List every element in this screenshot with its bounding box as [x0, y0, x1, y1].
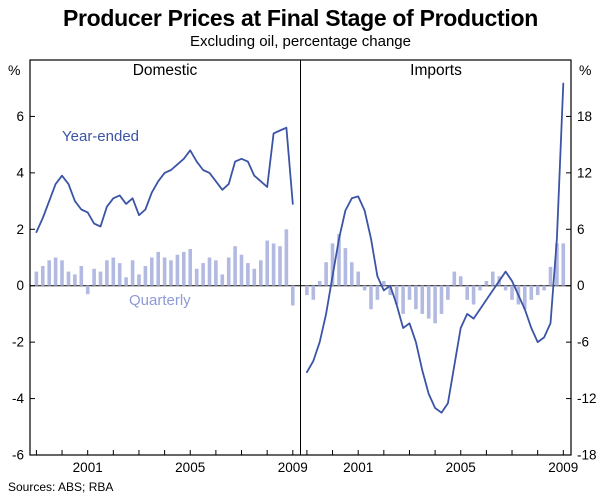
svg-text:-12: -12 — [577, 391, 597, 406]
svg-text:2009: 2009 — [278, 460, 308, 475]
svg-text:4: 4 — [16, 165, 24, 180]
svg-text:2009: 2009 — [548, 460, 578, 475]
sources-note: Sources: ABS; RBA — [8, 480, 114, 494]
svg-text:0: 0 — [577, 278, 585, 293]
svg-text:2001: 2001 — [343, 460, 373, 475]
svg-text:-18: -18 — [577, 448, 597, 463]
svg-text:6: 6 — [577, 222, 585, 237]
series-label-year-ended: Year-ended — [62, 128, 140, 145]
svg-text:0: 0 — [16, 278, 24, 293]
page-subtitle: Excluding oil, percentage change — [190, 33, 411, 50]
panel-label-domestic: Domestic — [132, 62, 198, 79]
panel-label-imports: Imports — [410, 62, 462, 79]
svg-text:2005: 2005 — [175, 460, 205, 475]
svg-text:2005: 2005 — [446, 460, 476, 475]
svg-text:12: 12 — [577, 165, 592, 180]
series-label-quarterly: Quarterly — [129, 292, 191, 309]
left-axis-unit: % — [8, 62, 21, 78]
page-title: Producer Prices at Final Stage of Produc… — [62, 5, 538, 31]
svg-text:2: 2 — [16, 222, 24, 237]
right-axis-unit: % — [579, 62, 592, 78]
svg-text:18: 18 — [577, 109, 592, 124]
svg-text:-2: -2 — [12, 335, 24, 350]
chart-area: 2001 2005 2009 -6 -4 -2 0 2 4 6 2001 2005 2009 -18 -12… — [0, 52, 601, 476]
svg-text:6: 6 — [16, 109, 24, 124]
svg-text:-4: -4 — [12, 391, 24, 406]
svg-text:-6: -6 — [12, 448, 24, 463]
svg-text:2001: 2001 — [73, 460, 103, 475]
svg-text:-6: -6 — [577, 335, 589, 350]
